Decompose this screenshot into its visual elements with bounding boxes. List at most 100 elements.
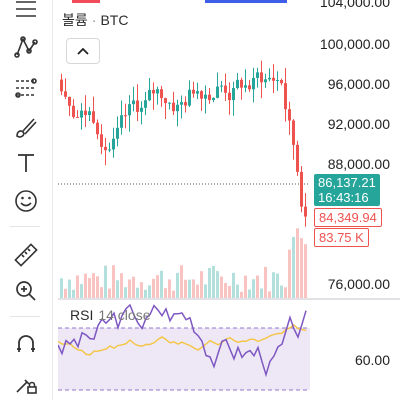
drawing-toolbar (0, 0, 53, 400)
candle-body (180, 102, 183, 105)
volume-bar (148, 285, 151, 300)
legend-separator: · (91, 12, 97, 28)
candle-body (208, 94, 211, 101)
brush-tool-icon[interactable] (0, 110, 52, 144)
lines-menu-icon[interactable] (0, 0, 52, 26)
volume-bar (276, 273, 279, 300)
candle-body (156, 89, 159, 94)
candle-body (92, 111, 95, 123)
volume-bar (268, 291, 271, 300)
prev-indicator-stub-blue (205, 0, 287, 3)
candle-body (88, 111, 91, 116)
volume-bar (104, 265, 107, 300)
last-price-tag: 84,349.94 (314, 208, 382, 227)
pane-divider[interactable] (58, 298, 400, 300)
rsi-pane[interactable] (58, 300, 310, 400)
candle-body (288, 109, 291, 121)
volume-bar (152, 278, 155, 300)
candle-body (120, 115, 123, 128)
volume-bar (248, 289, 251, 300)
volume-bar (304, 244, 307, 300)
collapse-legend-button[interactable] (66, 38, 100, 64)
candle-body (284, 83, 287, 110)
volume-bar (236, 284, 239, 300)
volume-tag: 83.75 K (314, 228, 369, 247)
volume-bar (188, 279, 191, 300)
candle-body (104, 146, 107, 151)
magnet-icon[interactable] (0, 328, 52, 362)
volume-bar (140, 282, 143, 300)
price-tick: 92,000.00 (327, 116, 390, 132)
candle-body (164, 98, 167, 104)
price-axis[interactable]: 104,000.00 100,000.00 96,000.00 92,000.0… (310, 0, 400, 400)
volume-bar (196, 284, 199, 300)
volume-bar (96, 276, 99, 300)
volume-bar (264, 266, 267, 300)
candle-body (300, 171, 303, 207)
trend-tool-icon[interactable] (0, 30, 52, 64)
emoji-tool-icon[interactable] (0, 184, 52, 218)
candle-body (152, 89, 155, 94)
text-tool-icon[interactable] (0, 146, 52, 180)
volume-bar (200, 271, 203, 300)
candle-body (292, 120, 295, 145)
price-tick: 100,000.00 (319, 36, 390, 52)
prev-indicator-stub (72, 0, 100, 3)
candle-body (172, 102, 175, 112)
volume-bar (172, 290, 175, 300)
volume-bar (144, 289, 147, 300)
lock-drawing-icon[interactable] (0, 366, 52, 400)
ruler-icon[interactable] (0, 238, 52, 272)
zoom-in-icon[interactable] (0, 274, 52, 308)
candle-body (176, 104, 179, 112)
candle-body (132, 100, 135, 105)
candle-body (136, 100, 139, 112)
volume-bar (72, 289, 75, 300)
volume-bar (76, 275, 79, 300)
candle-body (116, 127, 119, 139)
price-tick: 96,000.00 (327, 76, 390, 92)
rsi-line (58, 303, 307, 378)
candle-body (252, 77, 255, 90)
price-tick: 104,000.00 (319, 0, 390, 10)
candle-body (64, 91, 67, 97)
candle-body (240, 79, 243, 88)
volume-bar (256, 275, 259, 300)
fib-tool-icon[interactable] (0, 72, 52, 106)
volume-bar (112, 265, 115, 300)
candle-body (192, 89, 195, 94)
volume-bar (296, 228, 299, 300)
volume-bar (252, 279, 255, 300)
volume-bar (260, 288, 263, 300)
candle-body (296, 144, 299, 172)
volume-bar (192, 279, 195, 300)
candle-body (220, 85, 223, 87)
volume-bar (136, 287, 139, 300)
volume-bar (132, 276, 135, 300)
volume-bar (120, 273, 123, 300)
candle-body (124, 115, 127, 117)
volume-bar (232, 272, 235, 300)
candle-body (268, 77, 271, 80)
candle-body (100, 134, 103, 147)
volume-bar (288, 249, 291, 300)
candle-body (196, 91, 199, 94)
volume-bar (68, 279, 71, 300)
candle-body (76, 116, 79, 118)
candle-body (184, 102, 187, 106)
price-chart[interactable] (58, 0, 310, 300)
volume-bar (212, 266, 215, 300)
volume-bar (208, 267, 211, 300)
volume-bar (292, 236, 295, 300)
candle-body (112, 138, 115, 150)
candle-body (224, 85, 227, 93)
rsi-chart (58, 303, 310, 391)
candle-body (72, 105, 75, 117)
candle-body (232, 88, 235, 101)
candle-body (60, 79, 63, 92)
volume-bar (124, 287, 127, 300)
volume-bar (128, 279, 131, 300)
volume-bar (88, 278, 91, 300)
volume-bar (204, 284, 207, 300)
rsi-legend: RSI 14 close (70, 307, 151, 323)
